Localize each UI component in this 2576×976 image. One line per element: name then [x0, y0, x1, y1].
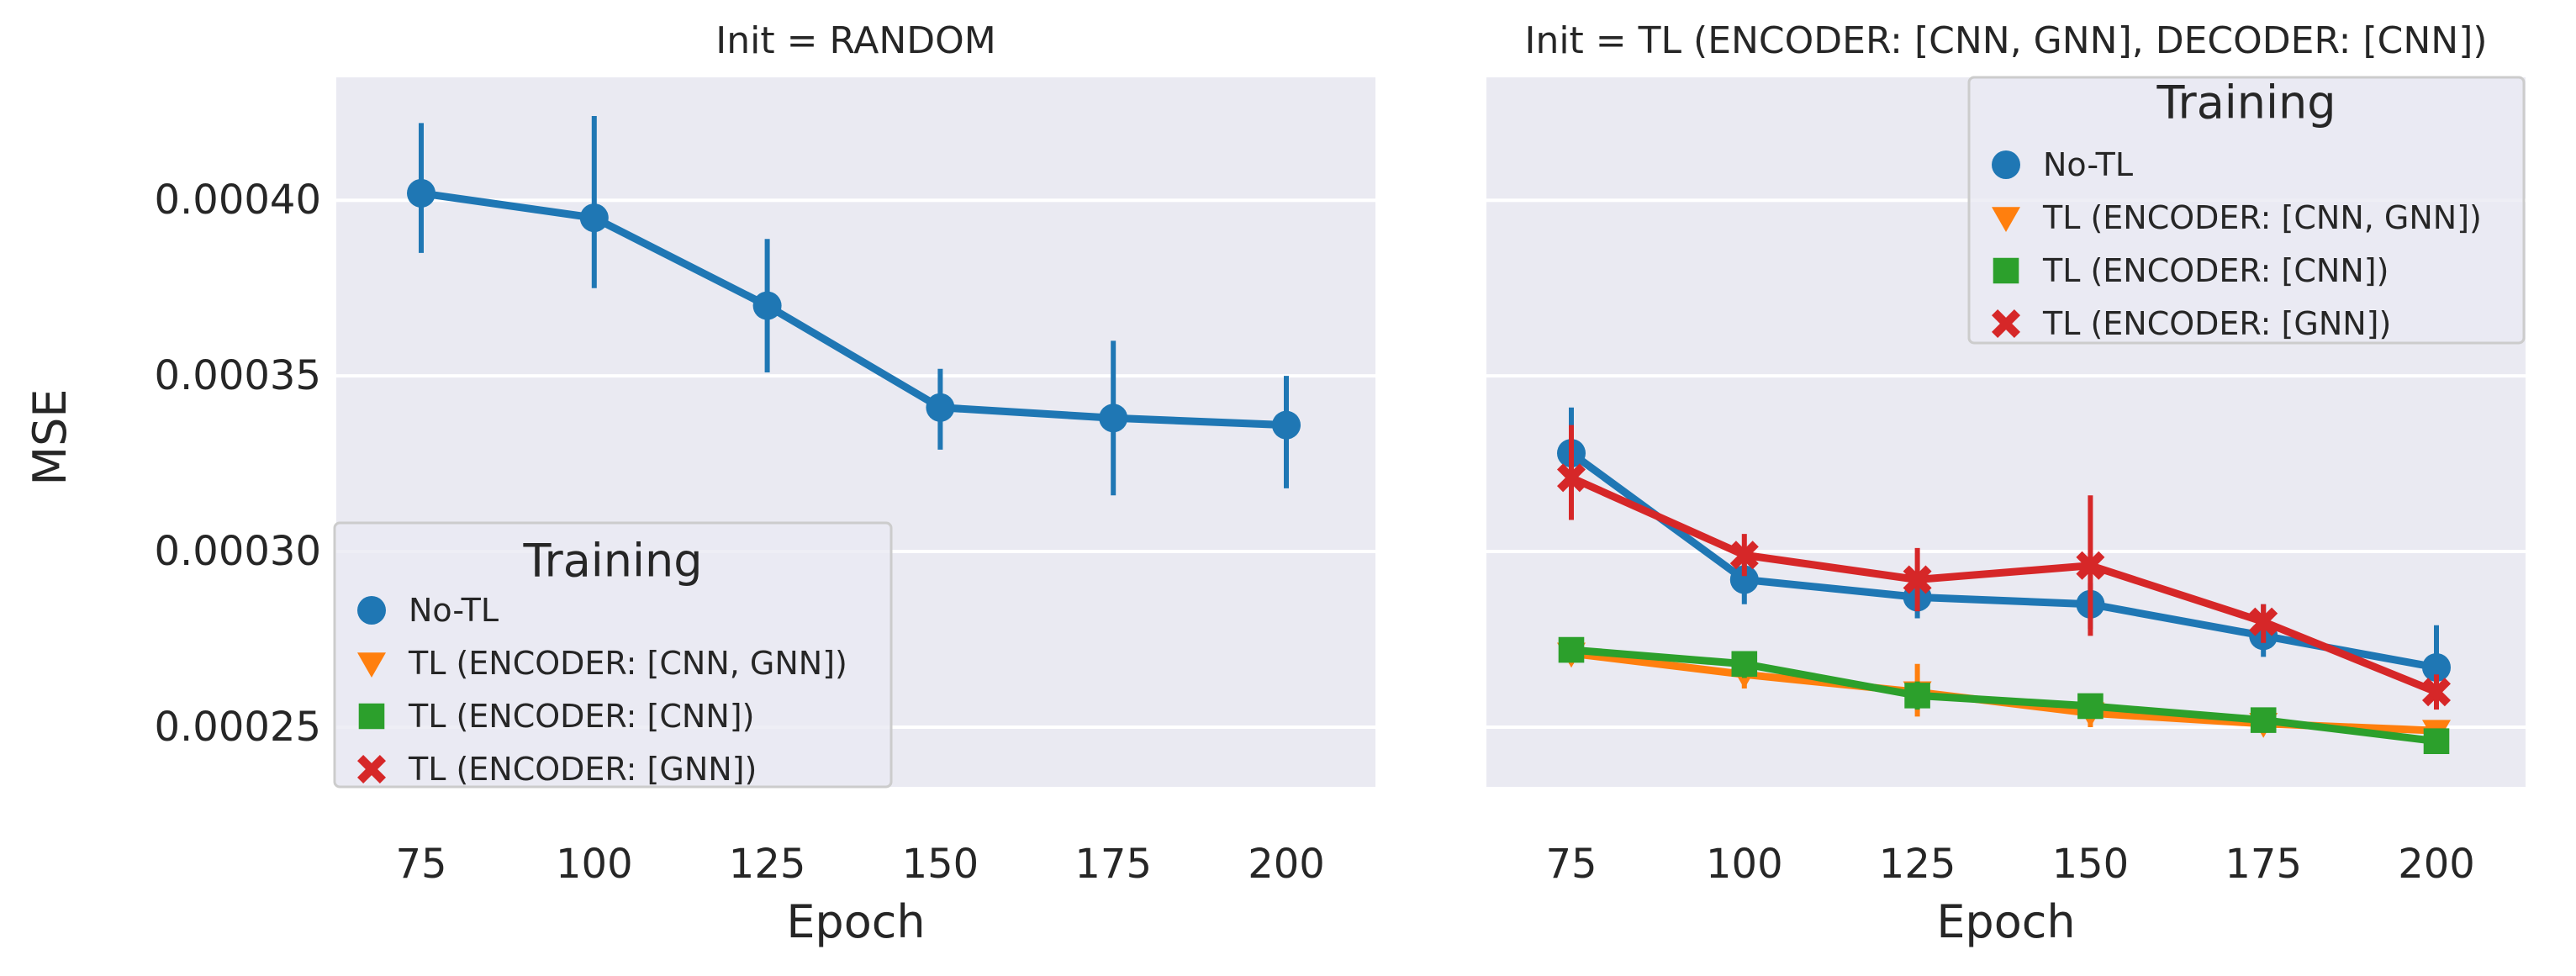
legend-label: TL (ENCODER: [CNN])	[408, 698, 754, 735]
y-tick-label: 0.00030	[155, 528, 322, 575]
data-point	[1731, 651, 1758, 678]
data-point	[2422, 678, 2451, 707]
data-point	[1558, 636, 1585, 663]
data-point	[2423, 728, 2450, 754]
x-tick-label: 125	[1879, 841, 1956, 888]
series-tl-encoder-cnn	[1558, 636, 2450, 754]
legend-marker	[1992, 309, 2020, 338]
x-tick-label: 75	[1545, 841, 1597, 888]
series-line	[1570, 646, 2437, 746]
legend-marker	[1992, 150, 2020, 179]
y-tick-label: 0.00035	[155, 352, 322, 399]
x-axis-title: Epoch	[1936, 895, 2075, 948]
data-point	[1099, 404, 1128, 433]
x-tick-label: 125	[729, 841, 806, 888]
legend-label: TL (ENCODER: [GNN])	[408, 751, 757, 788]
y-tick-labels: 0.00025 0.00030 0.00035 0.00040	[155, 177, 322, 751]
series-line	[1569, 450, 2437, 672]
series-group	[1557, 407, 2451, 754]
data-point	[1272, 410, 1301, 440]
legend-marker	[1993, 257, 2019, 284]
legend-label: No-TL	[409, 592, 499, 629]
legend-item: TL (ENCODER: [CNN, GNN])	[357, 645, 847, 682]
data-point	[752, 291, 782, 320]
legend-marker	[357, 596, 386, 625]
data-point	[1903, 565, 1932, 594]
x-tick-labels: 75 100 125 150 175 200	[1545, 841, 2474, 888]
legend-label: TL (ENCODER: [GNN])	[2042, 305, 2391, 342]
legend-label: TL (ENCODER: [CNN, GNN])	[2042, 199, 2482, 236]
legend: Training No-TL TL (ENCODER: [CNN, GNN]) TL…	[1967, 76, 2526, 345]
legend-item: TL (ENCODER: [GNN])	[1992, 305, 2391, 342]
data-point	[1557, 463, 1586, 493]
x-tick-label: 200	[2398, 841, 2475, 888]
legend-marker	[1992, 207, 2020, 232]
data-point	[579, 203, 609, 233]
data-point	[2077, 693, 2104, 720]
data-point	[2249, 607, 2278, 636]
legend-item: No-TL	[1992, 146, 2133, 183]
y-axis-title: MSE	[24, 389, 77, 486]
data-point	[1729, 565, 1759, 594]
legend-box	[1967, 76, 2526, 345]
series-line	[420, 189, 1287, 430]
panel-title: Init = TL (ENCODER: [CNN, GNN], DECODER:…	[1524, 19, 2487, 62]
data-point	[407, 178, 435, 208]
panel-tl-init: 75 100 125 150 175 200 Init = TL (ENCODER: [C…	[1486, 19, 2526, 948]
x-tick-label: 175	[1074, 841, 1152, 888]
data-point	[1729, 541, 1759, 570]
y-tick-label: 0.00025	[155, 704, 322, 751]
panel-title: Init = RANDOM	[715, 19, 995, 62]
data-point	[2076, 551, 2105, 580]
x-tick-label: 75	[395, 841, 446, 888]
x-tick-labels: 75 100 125 150 175 200	[395, 841, 1324, 888]
series-no-tl	[407, 115, 1301, 496]
x-tick-label: 175	[2225, 841, 2302, 888]
legend-marker	[357, 755, 386, 783]
legend-marker	[357, 652, 386, 678]
legend-label: TL (ENCODER: [CNN, GNN])	[408, 645, 847, 682]
x-axis-title: Epoch	[786, 895, 925, 948]
y-tick-label: 0.00040	[155, 177, 322, 224]
x-tick-label: 100	[556, 841, 633, 888]
legend-title: Training	[2156, 76, 2336, 129]
series-tl-encoder-gnn	[1557, 425, 2451, 710]
legend: Training No-TL TL (ENCODER: [CNN, GNN]) TL…	[333, 521, 893, 789]
legend-item: TL (ENCODER: [CNN])	[1993, 252, 2389, 289]
series-group	[407, 115, 1301, 496]
data-point	[926, 393, 955, 422]
legend-item: TL (ENCODER: [CNN])	[358, 698, 754, 735]
x-tick-label: 150	[902, 841, 979, 888]
x-tick-label: 200	[1248, 841, 1325, 888]
x-tick-label: 150	[2052, 841, 2130, 888]
panel-random-init: 0.00025 0.00030 0.00035 0.00040 75 100 125 150…	[24, 19, 1375, 948]
series-line	[1570, 474, 2438, 696]
data-point	[2250, 707, 2277, 733]
legend-label: TL (ENCODER: [CNN])	[2042, 252, 2389, 289]
legend-box	[333, 521, 893, 789]
data-point	[1904, 683, 1930, 709]
legend-label: No-TL	[2043, 146, 2133, 183]
legend-item: No-TL	[357, 592, 499, 629]
data-point	[2422, 652, 2451, 682]
legend-title: Training	[522, 535, 702, 588]
x-tick-label: 100	[1706, 841, 1783, 888]
legend-item: TL (ENCODER: [CNN, GNN])	[1992, 199, 2482, 236]
legend-marker	[358, 703, 385, 730]
legend-item: TL (ENCODER: [GNN])	[357, 751, 757, 788]
